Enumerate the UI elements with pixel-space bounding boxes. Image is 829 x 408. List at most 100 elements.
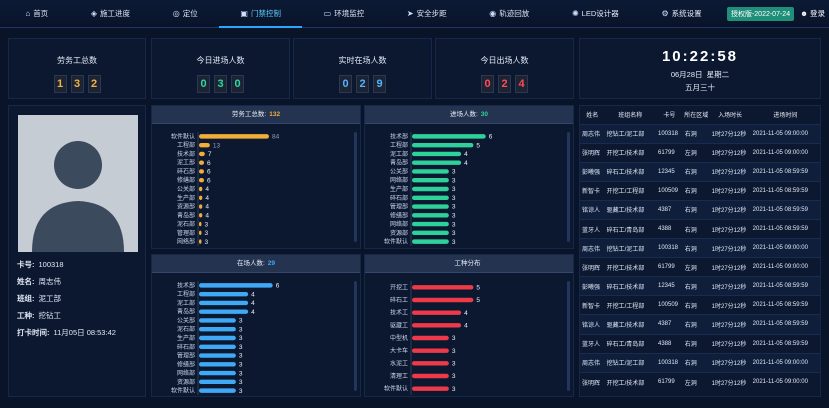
value-label: 3 — [452, 373, 456, 380]
gear-icon: ⚙ — [661, 9, 669, 18]
location-icon: ◎ — [172, 9, 180, 18]
nav-item-label: 轨迹回放 — [499, 9, 530, 18]
nav-item-2[interactable]: ◎ 定位 — [151, 0, 219, 28]
panel-on-site: 在场人数: 29 技术部 6 工程部 4 泥工部 4 青岛部 4 公关部 3 泥石部 3 生产部 3 碎石部 3… — [151, 254, 361, 397]
bar — [412, 285, 474, 290]
table-cell: 1时27分12秒 — [709, 142, 751, 163]
column-header[interactable]: 入场时长 — [718, 113, 743, 120]
table-row[interactable]: 蓝牙人 碎石工/青岛部 4388 右洞 1时27分12秒 2021-11-05 08:59… — [580, 333, 820, 354]
table-cell: 铭谅人 — [580, 314, 605, 335]
table-row[interactable]: 周志伟 挖钻工/泥工部 100318 右洞 1时27分12秒 2021-11-05 09:… — [580, 123, 820, 144]
table-cell: 1时27分12秒 — [709, 314, 751, 335]
category-label: 中型机 — [390, 334, 408, 342]
category-label: 软件默认 — [384, 385, 408, 393]
table-cell: 2021-11-05 08:59:59 — [750, 218, 820, 239]
scrollbar[interactable] — [354, 132, 357, 242]
card-number-label: 卡号: — [17, 260, 35, 269]
login-button[interactable]: ☻ 登录 — [800, 8, 825, 19]
table-row[interactable]: 蓝牙人 碎石工/青岛部 4388 右洞 1时27分12秒 2021-11-05 08:59… — [580, 218, 820, 239]
table-cell: 开挖工/技术部 — [604, 142, 656, 163]
column-header[interactable]: 所在区域 — [684, 113, 709, 120]
category-label: 工程部 — [177, 141, 195, 149]
scrollbar[interactable] — [567, 281, 570, 391]
category-label: 生产部 — [177, 334, 195, 342]
table-cell: 1时27分12秒 — [709, 161, 751, 182]
table-cell: 右洞 — [682, 161, 710, 182]
bar — [199, 309, 249, 314]
table-cell: 彭曦强 — [580, 161, 605, 182]
table-row[interactable]: 彭曦强 碎石工/技术部 12345 右洞 1时27分12秒 2021-11-05 08:5… — [580, 161, 820, 182]
table-row[interactable]: 周志伟 挖钻工/泥工部 100318 右洞 1时27分12秒 2021-11-05 09:… — [580, 238, 820, 258]
table-header-row: 姓名 班组名称 卡号 所在区域 入场时长 进场时间 — [580, 106, 820, 124]
table-cell: 4388 — [655, 333, 683, 354]
table-row[interactable]: 彭曦强 碎石工/技术部 12345 右洞 1时27分12秒 2021-11-05 08:5… — [580, 276, 820, 296]
category-label: 管理部 — [390, 203, 408, 211]
panel-title-text: 工种分布 — [454, 260, 481, 267]
category-label: 青岛部 — [390, 159, 408, 167]
table-row[interactable]: 铭谅人 驱藏工/技术部 4387 右洞 1时27分12秒 2021-11-05 08:59… — [580, 199, 820, 220]
bar — [199, 230, 202, 236]
category-label: 泥工部 — [177, 159, 195, 167]
table-cell: 61799 — [655, 257, 683, 277]
digit: 1 — [53, 75, 67, 93]
stat-label: 实时在场人数 — [338, 56, 387, 65]
nav-item-5[interactable]: ➤ 安全步距 — [386, 0, 468, 28]
category-label: 清理工 — [390, 372, 408, 380]
nav-item-0[interactable]: ⌂ 首页 — [4, 0, 70, 28]
nav-item-7[interactable]: ✺ LED设计器 — [551, 0, 640, 28]
scrollbar[interactable] — [567, 132, 570, 242]
table-cell: 周志伟 — [580, 123, 605, 144]
column-header[interactable]: 班组名称 — [618, 113, 643, 120]
table-row[interactable]: 新智卡 开挖工/工程部 100509 右洞 1时27分12秒 2021-11-05 08:… — [580, 295, 820, 315]
table-row[interactable]: 张明辉 开挖工/技术部 61799 左洞 1时27分12秒 2021-11-05 09:0… — [580, 371, 820, 392]
nav-item-label: 定位 — [182, 9, 198, 18]
table-cell: 1时27分12秒 — [709, 199, 751, 220]
table-row[interactable]: 新智卡 开挖工/工程部 100509 右洞 1时27分12秒 2021-11-05 08:… — [580, 180, 820, 201]
panel-job-distribution: 工种分布 开挖工 5 碎石工 5 技术工 4 驱藏工 4 中型机 3 大卡车 3 水泥工 3 清理工 3 软件默… — [364, 254, 574, 397]
nav-item-3[interactable]: ▣ 门禁控制 — [219, 0, 302, 28]
table-cell: 100318 — [655, 352, 683, 373]
table-cell: 2021-11-05 09:00:00 — [750, 352, 820, 373]
table-body: 周志伟 挖钻工/泥工部 100318 右洞 1时27分12秒 2021-11-05 09:… — [580, 123, 820, 392]
nav-item-4[interactable]: ▭ 环境监控 — [302, 0, 385, 28]
bar — [199, 195, 203, 200]
bulb-icon: ✺ — [571, 9, 579, 18]
bar — [412, 335, 449, 341]
team-row: 班组: 泥工部 — [17, 293, 61, 304]
table-row[interactable]: 周志伟 挖钻工/泥工部 100318 右洞 1时27分12秒 2021-11-05 09:… — [580, 352, 820, 373]
value-label: 13 — [213, 142, 221, 149]
digit: 9 — [373, 75, 386, 93]
table-row[interactable]: 铭谅人 驱藏工/技术部 4387 右洞 1时27分12秒 2021-11-05 08:59… — [580, 314, 820, 335]
table-cell: 2021-11-05 08:59:59 — [750, 314, 820, 335]
table-cell: 新智卡 — [580, 295, 605, 315]
category-label: 公关部 — [177, 185, 195, 193]
bar — [199, 151, 205, 157]
bar — [412, 195, 449, 200]
panel-title-text: 劳务工总数: — [231, 111, 267, 118]
team-label: 班组: — [17, 294, 35, 303]
nav-item-8[interactable]: ⚙ 系统设置 — [640, 0, 723, 28]
bar — [199, 239, 202, 244]
table-row[interactable]: 张明辉 开挖工/技术部 61799 左洞 1时27分12秒 2021-11-05 09:0… — [580, 142, 820, 163]
table-cell: 100509 — [655, 180, 683, 201]
value-label: 3 — [239, 318, 243, 325]
scrollbar[interactable] — [354, 281, 357, 391]
column-header[interactable]: 卡号 — [663, 113, 676, 120]
table-row[interactable]: 张明辉 开挖工/技术部 61799 左洞 1时27分12秒 2021-11-05 09:0… — [580, 257, 820, 277]
table-cell: 挖钻工/泥工部 — [604, 238, 656, 258]
category-label: 水泥工 — [390, 359, 408, 367]
column-header[interactable]: 姓名 — [586, 113, 599, 120]
nav-item-1[interactable]: ◈ 施工进度 — [70, 0, 152, 28]
category-label: 网络部 — [177, 369, 195, 377]
value-label: 3 — [452, 195, 456, 202]
table-cell: 彭曦强 — [580, 276, 605, 296]
panel-title: 进场人数: 30 — [365, 106, 573, 124]
nav-item-label: 门禁控制 — [250, 9, 281, 18]
table-cell: 1时27分12秒 — [709, 276, 751, 296]
column-header[interactable]: 进场时间 — [773, 113, 798, 120]
value-label: 4 — [205, 195, 209, 202]
nav-item-6[interactable]: ◉ 轨迹回放 — [468, 0, 551, 28]
table-cell: 4387 — [655, 199, 683, 220]
bar — [412, 348, 449, 353]
table-cell: 100509 — [655, 295, 683, 315]
